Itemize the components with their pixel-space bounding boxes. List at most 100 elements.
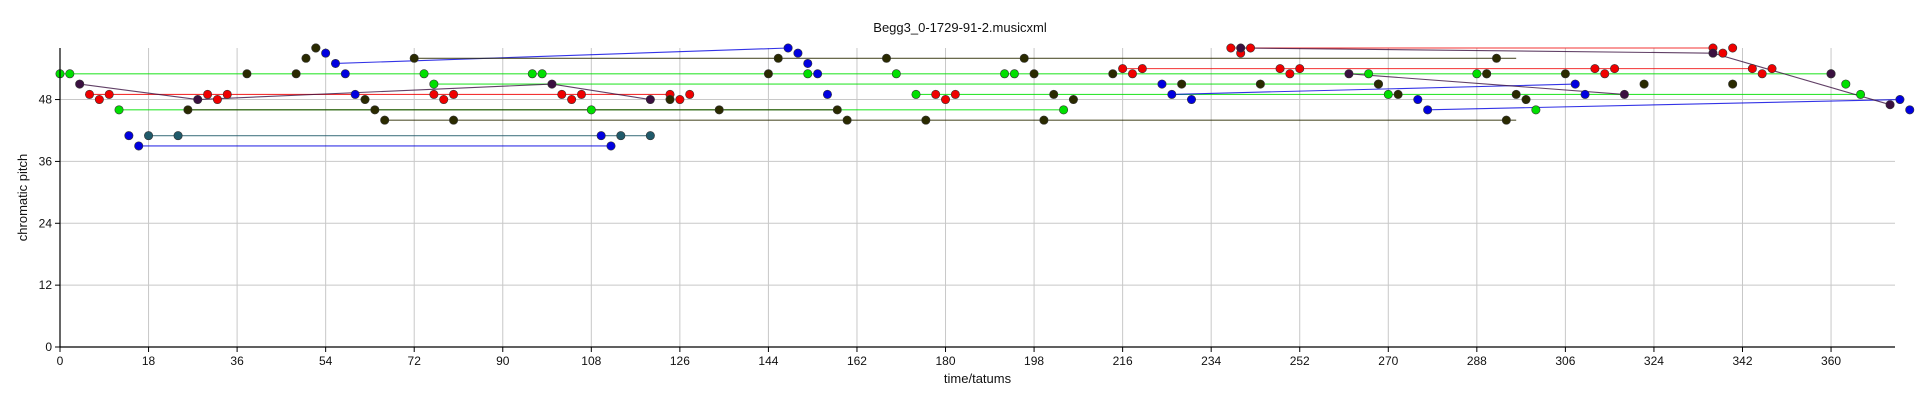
series-4-point (1344, 69, 1354, 79)
series-1-point (104, 89, 114, 99)
series-2-point (350, 89, 360, 99)
y-ticks: 0 12 24 36 48 (39, 93, 60, 354)
y-tick-label: 12 (39, 278, 53, 292)
x-tick-label: 252 (1290, 354, 1310, 368)
series-3-point (714, 105, 724, 115)
series-1-point (675, 95, 685, 105)
series-lines (60, 47, 1900, 147)
y-tick-label: 24 (39, 216, 53, 230)
series-1-point (1295, 64, 1305, 74)
series-2-point (793, 48, 803, 58)
series-3-point (1501, 115, 1511, 125)
series-1-point (429, 89, 439, 99)
series-3-point (763, 69, 773, 79)
x-tick-label: 90 (496, 354, 510, 368)
series-3-point (311, 43, 321, 53)
series-1-point (1226, 43, 1236, 53)
series-3-point (301, 53, 311, 63)
series-1-point (1600, 69, 1610, 79)
series-0-point (1856, 89, 1866, 99)
series-3-point (1177, 79, 1187, 89)
series-4-line (79, 83, 198, 101)
series-0-point (891, 69, 901, 79)
series-0-point (527, 69, 537, 79)
series-3-point (1728, 79, 1738, 89)
x-tick-label: 288 (1467, 354, 1487, 368)
series-0-point (114, 105, 124, 115)
series-4-point (1885, 100, 1895, 110)
series-1-point (931, 89, 941, 99)
series-3-point (1039, 115, 1049, 125)
x-tick-label: 180 (936, 354, 956, 368)
series-1-point (1285, 69, 1295, 79)
x-tick-label: 270 (1378, 354, 1398, 368)
x-tick-label: 54 (319, 354, 333, 368)
series-3-point (1029, 69, 1039, 79)
x-ticks: 0 18 36 54 72 90 108 126 144 162 180 198 216 234 252 27… (57, 347, 1841, 368)
series-1-point (576, 89, 586, 99)
series-2-point (596, 131, 606, 141)
series-1-point (203, 89, 213, 99)
series-0-point (1009, 69, 1019, 79)
series-5-point (616, 131, 626, 141)
series-4-point (1619, 89, 1629, 99)
series-3-point (183, 105, 193, 115)
series-3-point (832, 105, 842, 115)
series-4-point (1826, 69, 1836, 79)
series-0-point (586, 105, 596, 115)
y-tick-label: 0 (45, 340, 52, 354)
chart-title: Begg3_0-1729-91-2.musicxml (873, 20, 1047, 35)
y-axis-label: chromatic pitch (15, 154, 30, 241)
series-3-point (773, 53, 783, 63)
series-1-point (1610, 64, 1620, 74)
series-5-point (144, 131, 154, 141)
series-4-point (547, 79, 557, 89)
series-4-line (1240, 47, 1713, 54)
series-1-point (1757, 69, 1767, 79)
series-5-point (645, 131, 655, 141)
series-3-point (380, 115, 390, 125)
series-2-point (1413, 95, 1423, 105)
series-3-point (665, 95, 675, 105)
x-tick-label: 306 (1555, 354, 1575, 368)
series-2-point (340, 69, 350, 79)
series-0-point (1531, 105, 1541, 115)
series-2-point (321, 48, 331, 58)
series-1-point (222, 89, 232, 99)
series-0-point (1000, 69, 1010, 79)
series-1-point (1718, 48, 1728, 58)
series-2-point (1580, 89, 1590, 99)
series-3-point (1049, 89, 1059, 99)
x-tick-label: 234 (1201, 354, 1221, 368)
series-1-point (1246, 43, 1256, 53)
y-tick-label: 48 (39, 93, 53, 107)
series-0-point (419, 69, 429, 79)
series-2-point (606, 141, 616, 151)
series-1-point (1767, 64, 1777, 74)
x-tick-label: 216 (1113, 354, 1133, 368)
series-1-point (439, 95, 449, 105)
series-1-point (94, 95, 104, 105)
x-tick-label: 18 (142, 354, 156, 368)
series-1-point (1747, 64, 1757, 74)
series-0-point (1059, 105, 1069, 115)
series-4-point (193, 95, 203, 105)
series-1-point (567, 95, 577, 105)
series-3-point (449, 115, 459, 125)
series-3-point (1108, 69, 1118, 79)
x-tick-label: 360 (1821, 354, 1841, 368)
series-1-point (1118, 64, 1128, 74)
series-points (55, 43, 1915, 151)
series-3-point (291, 69, 301, 79)
series-3-point (842, 115, 852, 125)
series-0-point (1472, 69, 1482, 79)
series-2-point (813, 69, 823, 79)
x-tick-label: 72 (408, 354, 422, 368)
series-4-point (1708, 48, 1718, 58)
series-0-point (1841, 79, 1851, 89)
series-2-point (783, 43, 793, 53)
series-1-point (1728, 43, 1738, 53)
series-1-point (1590, 64, 1600, 74)
series-3-point (360, 95, 370, 105)
